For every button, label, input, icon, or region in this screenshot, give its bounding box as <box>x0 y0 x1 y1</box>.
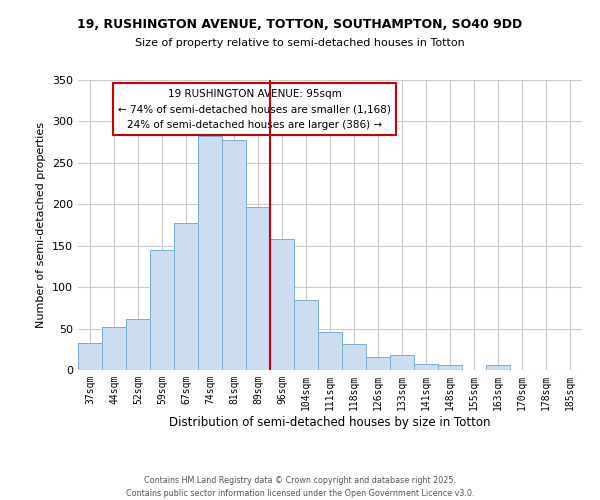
Bar <box>78 342 102 370</box>
X-axis label: Distribution of semi-detached houses by size in Totton: Distribution of semi-detached houses by … <box>169 416 491 428</box>
Bar <box>342 344 366 370</box>
Bar <box>486 365 510 370</box>
Bar <box>126 318 150 370</box>
Bar <box>174 222 198 370</box>
Text: Size of property relative to semi-detached houses in Totton: Size of property relative to semi-detach… <box>135 38 465 48</box>
Text: Contains HM Land Registry data © Crown copyright and database right 2025.
Contai: Contains HM Land Registry data © Crown c… <box>126 476 474 498</box>
Bar <box>222 140 246 370</box>
Bar <box>198 136 222 370</box>
Bar <box>438 365 462 370</box>
Bar <box>270 239 294 370</box>
Bar <box>294 300 318 370</box>
Bar <box>102 327 126 370</box>
Y-axis label: Number of semi-detached properties: Number of semi-detached properties <box>37 122 46 328</box>
Text: 19 RUSHINGTON AVENUE: 95sqm
← 74% of semi-detached houses are smaller (1,168)
24: 19 RUSHINGTON AVENUE: 95sqm ← 74% of sem… <box>118 88 391 130</box>
Bar <box>390 355 414 370</box>
Bar <box>150 250 174 370</box>
Bar <box>366 356 390 370</box>
Text: 19, RUSHINGTON AVENUE, TOTTON, SOUTHAMPTON, SO40 9DD: 19, RUSHINGTON AVENUE, TOTTON, SOUTHAMPT… <box>77 18 523 30</box>
Bar <box>318 332 342 370</box>
Bar <box>414 364 438 370</box>
Bar <box>246 207 270 370</box>
